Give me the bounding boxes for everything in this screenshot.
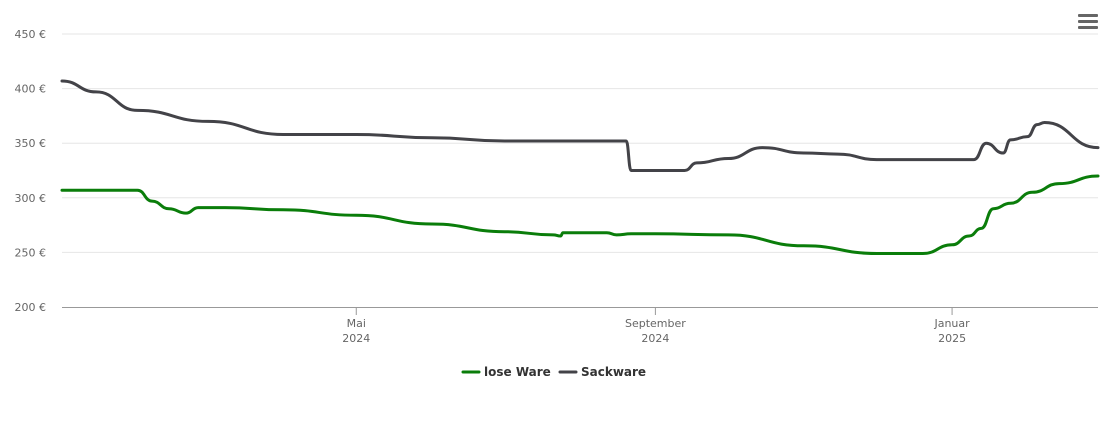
legend-label: Sackware bbox=[581, 365, 646, 379]
y-tick-label: 300 € bbox=[15, 192, 47, 205]
hamburger-menu-icon[interactable] bbox=[1078, 14, 1098, 30]
legend: lose Ware Sackware bbox=[461, 365, 646, 379]
grid-lines bbox=[62, 33, 1098, 253]
series-line-sackware bbox=[60, 79, 1100, 172]
x-tick-label-month: Mai bbox=[347, 317, 366, 330]
y-axis: 200 € 250 € 300 € 350 € 400 € 450 € bbox=[15, 28, 47, 314]
x-axis: Mai 2024 September 2024 Januar 2025 bbox=[62, 307, 1098, 345]
legend-item-lose-ware[interactable]: lose Ware bbox=[461, 365, 551, 379]
x-tick-label-year: 2024 bbox=[641, 332, 669, 345]
y-tick-label: 400 € bbox=[15, 83, 47, 96]
y-tick-label: 200 € bbox=[15, 301, 47, 314]
series-line-lose-ware bbox=[60, 174, 1100, 256]
series-lines bbox=[60, 79, 1100, 256]
legend-item-sackware[interactable]: Sackware bbox=[558, 365, 646, 379]
y-tick-label: 250 € bbox=[15, 246, 47, 259]
x-tick-label-month: September bbox=[625, 317, 686, 330]
legend-label: lose Ware bbox=[484, 365, 551, 379]
x-tick-label-year: 2025 bbox=[938, 332, 966, 345]
x-tick-label-year: 2024 bbox=[342, 332, 370, 345]
x-tick-label-month: Januar bbox=[933, 317, 970, 330]
y-tick-label: 450 € bbox=[15, 28, 47, 41]
y-tick-label: 350 € bbox=[15, 137, 47, 150]
